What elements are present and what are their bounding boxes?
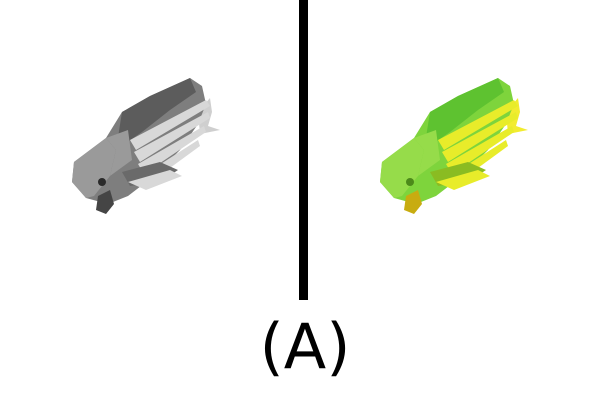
fish-fin-ray — [442, 112, 518, 162]
fish-fin-ray — [138, 126, 206, 174]
fish-mouth — [404, 190, 422, 214]
fish-head — [72, 138, 116, 198]
fish-fin-ray — [438, 100, 518, 150]
fish-cheek — [414, 130, 440, 176]
fish-cheek — [106, 130, 132, 176]
fish-eye — [98, 178, 106, 186]
fish-icon — [72, 78, 220, 214]
fish-eye — [406, 178, 414, 186]
panel-left-grayscale — [10, 0, 300, 300]
fish-fin-ray — [130, 100, 210, 150]
fish-fin-ray — [436, 170, 490, 190]
divider-line — [299, 0, 308, 300]
fish-fin-ray — [446, 126, 514, 174]
fish-back-shade — [116, 78, 196, 150]
fish-fin-ray — [128, 170, 182, 190]
figure-caption: (A) — [259, 310, 351, 383]
fish-mouth — [96, 190, 114, 214]
fish-head — [380, 138, 424, 198]
fish-icon — [380, 78, 528, 214]
fish-back-shade — [424, 78, 504, 150]
panel-right-colored — [318, 0, 608, 300]
fish-fin-ray — [134, 112, 210, 162]
